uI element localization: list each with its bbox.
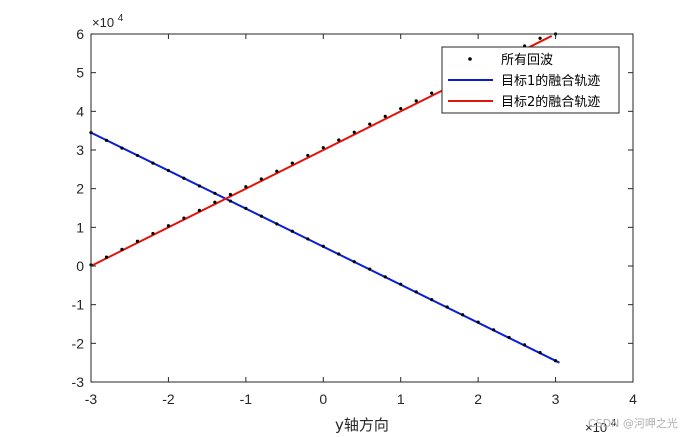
scatter-point [135, 239, 140, 243]
scatter-point [430, 91, 434, 95]
scatter-point [553, 359, 558, 363]
scatter-point [383, 275, 387, 279]
legend: 所有回波 目标1的融合轨迹 目标2的融合轨迹 [441, 46, 620, 114]
x-tick-label: 1 [397, 391, 405, 407]
x-tick-label: -1 [240, 391, 253, 407]
scatter-point [414, 99, 418, 103]
scatter-point [306, 237, 310, 241]
scatter-point [414, 290, 418, 294]
scatter-point [337, 138, 341, 142]
scatter-point [259, 214, 263, 218]
scatter-point [166, 224, 171, 228]
y-tick-label: 4 [76, 103, 84, 119]
scatter-point [213, 200, 217, 204]
scatter-point [476, 320, 480, 324]
scatter-point [228, 192, 232, 197]
scatter-point [321, 244, 325, 248]
scatter-point [290, 161, 294, 165]
scatter-point [399, 282, 403, 286]
scatter-point [244, 185, 248, 189]
y-tick-label: 6 [76, 26, 84, 42]
y-tick-label: -1 [72, 297, 85, 313]
legend-marker-echoes [468, 57, 472, 61]
y-exponent-label: ×10 4 [92, 13, 124, 30]
x-tick-label: -2 [162, 391, 175, 407]
legend-label-target2: 目标2的融合轨迹 [501, 94, 600, 110]
y-tick-label: 3 [76, 142, 84, 158]
scatter-point [430, 298, 434, 302]
y-tick-label: -2 [72, 335, 85, 351]
scatter-point [352, 260, 356, 264]
scatter-point [399, 107, 403, 111]
scatter-point [507, 335, 511, 340]
scatter-point [104, 255, 109, 259]
scatter-point [445, 305, 449, 309]
y-tick-label: 5 [76, 65, 84, 81]
y-exponent-base: ×10 [92, 15, 114, 30]
scatter-point [135, 153, 140, 158]
scatter-point [120, 247, 124, 251]
scatter-point [306, 153, 310, 158]
legend-label-echoes: 所有回波 [501, 53, 553, 68]
scatter-point [352, 130, 356, 134]
x-tick-label: 0 [319, 391, 327, 407]
scatter-point [383, 114, 387, 118]
scatter-point [461, 313, 465, 317]
scatter-point [213, 191, 217, 195]
x-tick-label: -3 [85, 391, 98, 407]
scatter-point [151, 231, 155, 236]
scatter-point [538, 351, 542, 355]
x-tick-label: 4 [629, 391, 637, 407]
scatter-point [368, 122, 372, 126]
scatter-point [197, 208, 201, 212]
scatter-point [259, 177, 263, 181]
legend-label-target1: 目标1的融合轨迹 [501, 73, 600, 89]
scatter-point [275, 169, 279, 173]
scatter-point [151, 161, 155, 165]
scatter-point [104, 138, 109, 142]
x-tick-label: 3 [552, 391, 560, 407]
x-tick-label: 2 [474, 391, 482, 407]
scatter-point [290, 229, 294, 233]
axes-frame [90, 33, 634, 383]
axes-layer: -3 -2 -1 0 1 2 3 4 -3 -2 -1 0 1 2 3 4 5 6 [72, 26, 638, 407]
scatter-point [492, 328, 496, 332]
scatter-point [197, 184, 201, 188]
scatter-point [368, 267, 372, 271]
y-tick-label: 1 [76, 219, 84, 235]
x-axis-label: y轴方向 [335, 416, 389, 434]
scatter-point [337, 252, 341, 256]
scatter-point [182, 176, 186, 180]
x-exponent-label: ×10 4 [585, 418, 617, 435]
scatter-point [244, 206, 248, 210]
y-tick-label: 0 [76, 258, 84, 274]
scatter-point [182, 216, 186, 220]
x-exponent-power: 4 [611, 418, 617, 429]
y-tick-label: -3 [72, 374, 85, 390]
watermark: CSDN @河呷之光 [588, 416, 678, 430]
x-exponent-base: ×10 [585, 420, 607, 435]
y-tick-label: 2 [76, 181, 84, 197]
scatter-point [321, 146, 325, 150]
scatter-point [523, 343, 527, 347]
y-exponent-power: 4 [118, 13, 124, 24]
scatter-point [120, 146, 124, 150]
scatter-point [538, 36, 542, 40]
scatter-point [275, 222, 279, 226]
scatter-point [166, 168, 171, 173]
scatter-point [228, 199, 232, 203]
